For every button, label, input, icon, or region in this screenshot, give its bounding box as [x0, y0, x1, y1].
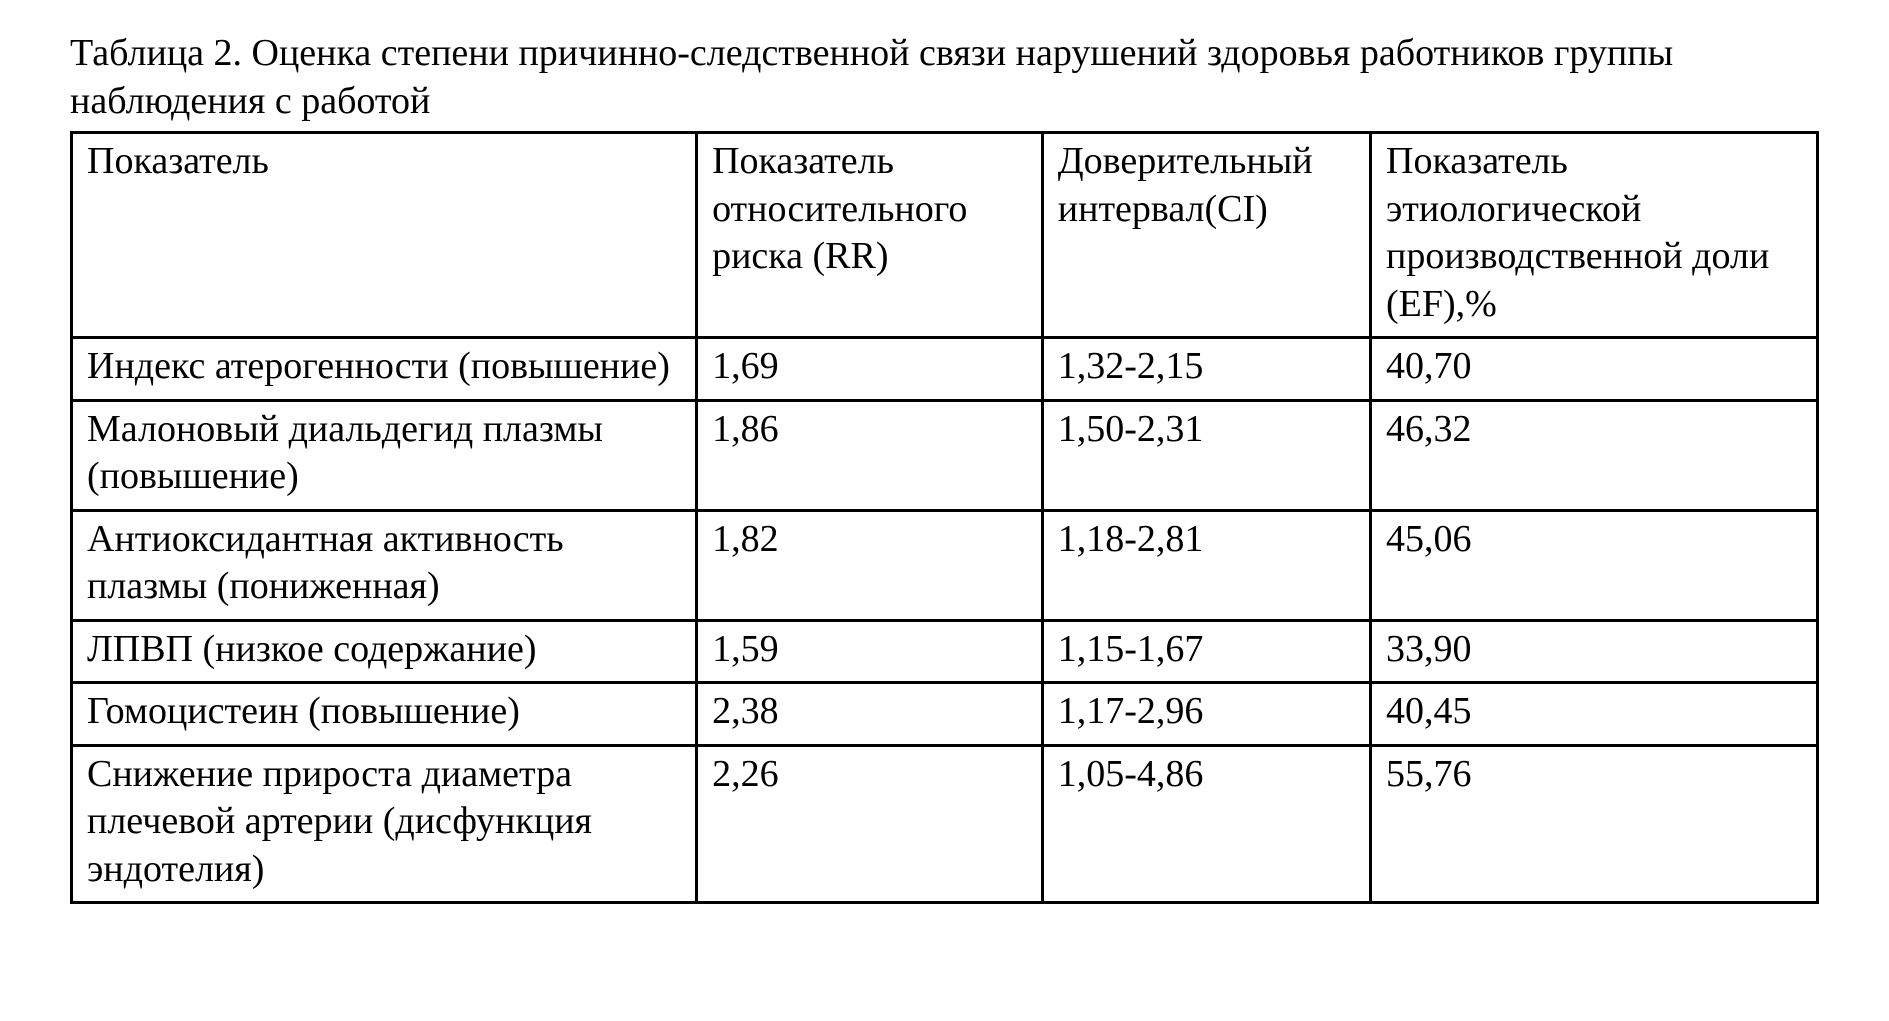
col-header-indicator: Показатель	[72, 133, 697, 338]
cell-indicator: Антиоксидантная активность плазмы (пониж…	[72, 510, 697, 620]
table-caption: Таблица 2. Оценка степени причинно-следс…	[70, 30, 1819, 125]
table-row: Индекс атерогенности (повышение) 1,69 1,…	[72, 338, 1818, 401]
cell-ef: 40,45	[1371, 683, 1818, 746]
col-header-rr: Показатель относительного риска (RR)	[697, 133, 1043, 338]
col-header-ef: Показатель этиологической производственн…	[1371, 133, 1818, 338]
table-row: Гомоцистеин (повышение) 2,38 1,17-2,96 4…	[72, 683, 1818, 746]
cell-ef: 46,32	[1371, 400, 1818, 510]
cell-rr: 1,59	[697, 620, 1043, 683]
table-row: Антиоксидантная активность плазмы (пониж…	[72, 510, 1818, 620]
col-header-ci: Доверительный интервал(CI)	[1042, 133, 1370, 338]
cell-rr: 2,38	[697, 683, 1043, 746]
cell-ef: 40,70	[1371, 338, 1818, 401]
cell-ci: 1,32-2,15	[1042, 338, 1370, 401]
cell-ef: 33,90	[1371, 620, 1818, 683]
cell-indicator: Гомоцистеин (повышение)	[72, 683, 697, 746]
table-row: ЛПВП (низкое содержание) 1,59 1,15-1,67 …	[72, 620, 1818, 683]
cell-indicator: ЛПВП (низкое содержание)	[72, 620, 697, 683]
cell-indicator: Индекс атерогенности (повышение)	[72, 338, 697, 401]
cell-ci: 1,17-2,96	[1042, 683, 1370, 746]
cell-rr: 1,86	[697, 400, 1043, 510]
data-table: Показатель Показатель относительного рис…	[70, 131, 1819, 904]
cell-rr: 1,69	[697, 338, 1043, 401]
cell-ci: 1,18-2,81	[1042, 510, 1370, 620]
cell-indicator: Малоновый диальдегид плазмы (повышение)	[72, 400, 697, 510]
cell-ef: 45,06	[1371, 510, 1818, 620]
table-row: Малоновый диальдегид плазмы (повышение) …	[72, 400, 1818, 510]
cell-ci: 1,15-1,67	[1042, 620, 1370, 683]
table-header-row: Показатель Показатель относительного рис…	[72, 133, 1818, 338]
cell-rr: 1,82	[697, 510, 1043, 620]
cell-rr: 2,26	[697, 745, 1043, 903]
table-row: Снижение прироста диаметра плечевой арте…	[72, 745, 1818, 903]
cell-ef: 55,76	[1371, 745, 1818, 903]
cell-ci: 1,05-4,86	[1042, 745, 1370, 903]
cell-ci: 1,50-2,31	[1042, 400, 1370, 510]
table-body: Индекс атерогенности (повышение) 1,69 1,…	[72, 338, 1818, 903]
table-header: Показатель Показатель относительного рис…	[72, 133, 1818, 338]
cell-indicator: Снижение прироста диаметра плечевой арте…	[72, 745, 697, 903]
document-page: Таблица 2. Оценка степени причинно-следс…	[0, 0, 1889, 1021]
